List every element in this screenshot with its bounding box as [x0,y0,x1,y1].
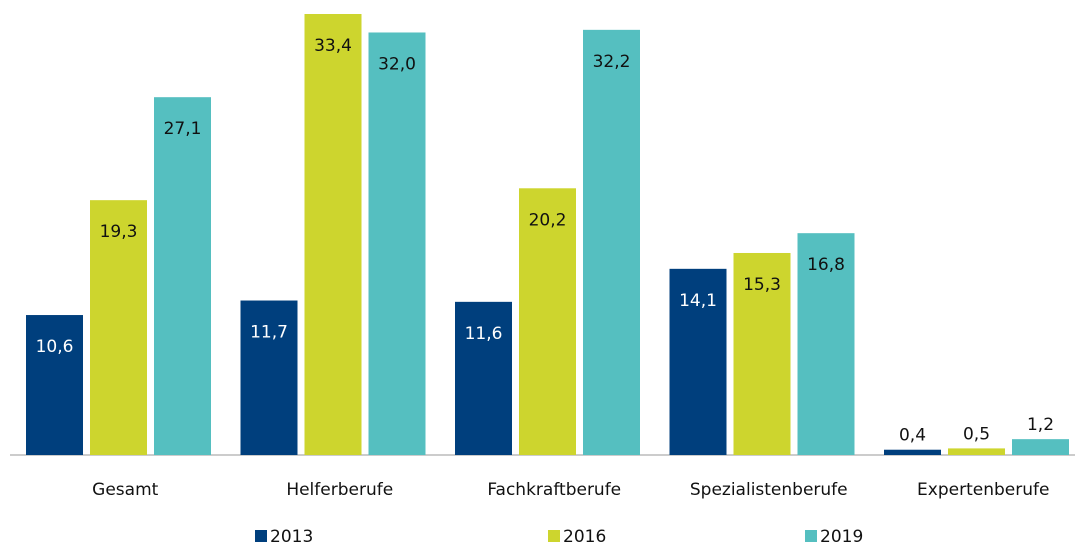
bar [154,97,211,456]
legend-swatch [805,530,817,542]
data-label: 15,3 [743,275,781,295]
bar [884,449,941,455]
bar [669,268,727,455]
bar [368,32,426,455]
legend-swatch [255,530,267,542]
data-label: 0,5 [963,424,990,444]
x-tick-label: Spezialistenberufe [690,480,848,500]
data-label: 19,3 [100,222,138,242]
data-label: 1,2 [1027,415,1054,435]
bar [797,233,855,455]
bar [948,448,1005,455]
data-label: 10,6 [36,337,74,357]
data-label: 16,8 [807,255,845,275]
data-label: 14,1 [679,291,717,311]
data-label: 11,7 [250,323,288,343]
bar [90,200,147,455]
bar [519,188,576,456]
bar [733,252,791,455]
data-label: 32,2 [593,52,631,72]
bar [1012,439,1069,455]
x-tick-label: Helferberufe [286,480,393,500]
x-tick-label: Expertenberufe [917,480,1049,500]
data-label: 0,4 [899,426,926,446]
data-label: 32,0 [378,54,416,74]
data-label: 20,2 [529,210,567,230]
x-tick-label: Fachkraftberufe [487,480,621,500]
legend-label: 2019 [820,527,863,547]
legend-swatch [548,530,560,542]
bar [240,300,298,455]
data-label: 33,4 [314,36,352,56]
legend-label: 2016 [563,527,606,547]
bar [583,29,640,456]
x-tick-label: Gesamt [92,480,158,500]
data-label: 27,1 [164,119,202,139]
data-label: 11,6 [465,324,503,344]
bar [304,14,362,455]
legend-label: 2013 [270,527,313,547]
bar [26,315,83,455]
bar [455,301,512,455]
